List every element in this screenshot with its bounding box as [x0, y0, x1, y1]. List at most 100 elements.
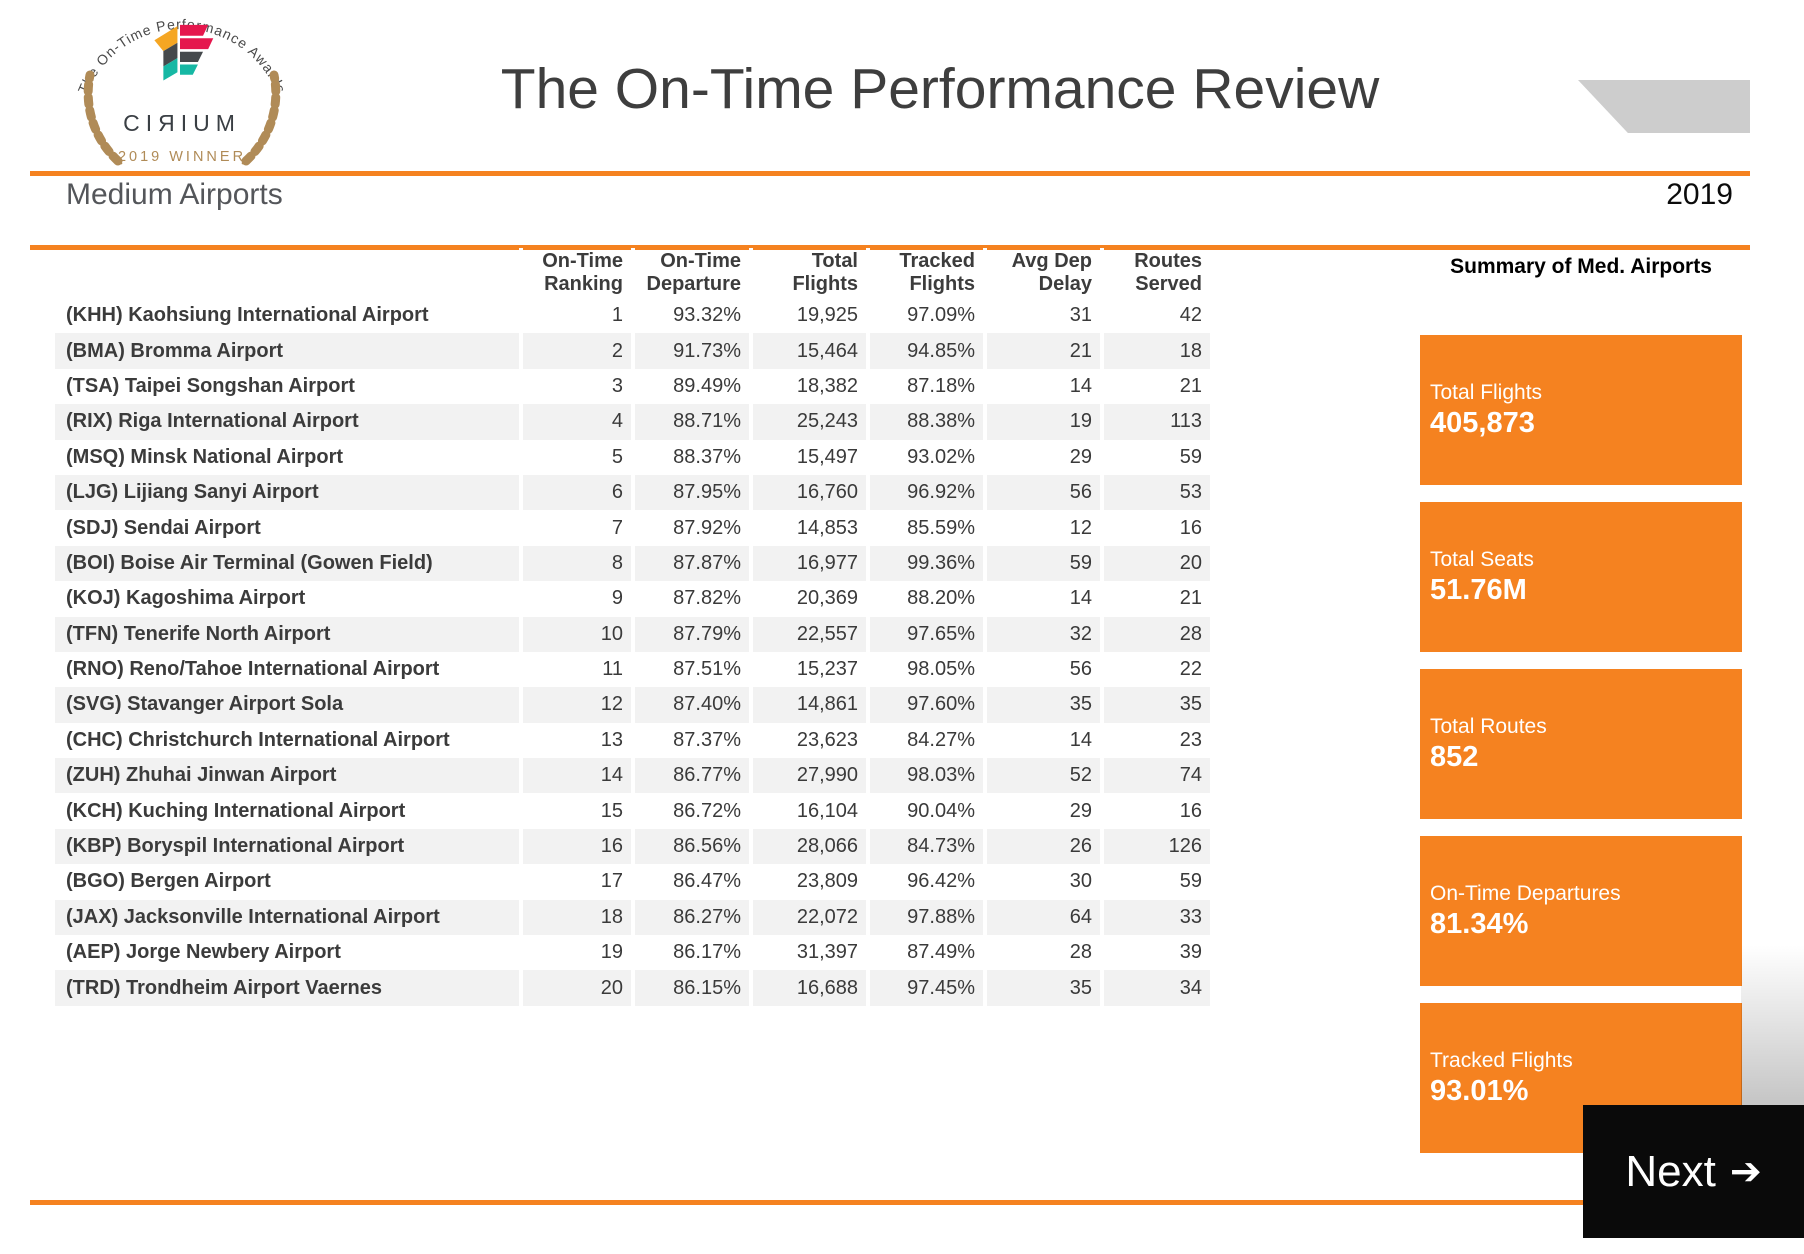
- tracked-flights-cell: 96.92%: [866, 474, 983, 511]
- ranking-cell: 5: [519, 439, 631, 475]
- ranking-cell: 13: [519, 722, 631, 759]
- summary-card-label: Total Seats: [1430, 547, 1534, 571]
- header-avg-dep-delay: Avg Dep Delay: [983, 248, 1100, 298]
- total-flights-cell: 15,237: [749, 651, 866, 688]
- airport-name-cell: (KOJ) Kagoshima Airport: [66, 587, 306, 610]
- airport-name-cell: (TSA) Taipei Songshan Airport: [66, 374, 355, 397]
- ranking-cell: 7: [519, 510, 631, 546]
- next-button-label: Next: [1625, 1146, 1716, 1196]
- total-flights-cell: 20,369: [749, 581, 866, 617]
- departure-cell: 87.95%: [631, 474, 749, 511]
- total-flights-cell: 16,977: [749, 545, 866, 582]
- airport-name-cell: (KBP) Boryspil International Airport: [55, 828, 519, 865]
- table-row: (BOI) Boise Air Terminal (Gowen Field) 8 8…: [55, 545, 1210, 582]
- table-row: (CHC) Christchurch International Airport…: [55, 722, 1210, 759]
- ranking-cell: 15: [519, 793, 631, 829]
- airport-name-cell: (BOI) Boise Air Terminal (Gowen Field): [55, 545, 519, 582]
- header-airport: [55, 248, 519, 298]
- departure-cell: 87.40%: [631, 687, 749, 723]
- total-flights-cell: 31,397: [749, 935, 866, 971]
- total-flights-cell: 14,853: [749, 510, 866, 546]
- summary-card-value: 93.01%: [1430, 1074, 1529, 1107]
- avg-dep-delay-cell: 35: [983, 687, 1100, 723]
- airport-name-cell: (BMA) Bromma Airport: [55, 333, 519, 369]
- avg-dep-delay-cell: 19: [983, 404, 1100, 440]
- tracked-flights-cell: 98.05%: [866, 651, 983, 688]
- divider-section: [30, 245, 1750, 250]
- routes-served-cell: 23: [1100, 722, 1210, 759]
- summary-card: Total Flights 405,873: [1420, 335, 1742, 485]
- airport-name-cell: (SDJ) Sendai Airport: [66, 516, 261, 539]
- laurel-wreath-icon: [83, 70, 281, 166]
- tracked-flights-cell: 97.60%: [866, 687, 983, 723]
- tracked-flights-cell: 97.45%: [866, 970, 983, 1006]
- airport-name-cell: (JAX) Jacksonville International Airport: [55, 899, 519, 936]
- summary-card-label: Total Routes: [1430, 714, 1547, 738]
- table-row: (KOJ) Kagoshima Airport 9 87.82% 20,369 88.2…: [55, 581, 1210, 617]
- routes-served-cell: 42: [1100, 298, 1210, 334]
- summary-card-value: 852: [1430, 740, 1479, 773]
- routes-served-cell: 33: [1100, 899, 1210, 936]
- table-row: (KHH) Kaohsiung International Airport 1 93…: [55, 298, 1210, 334]
- departure-cell: 86.72%: [631, 793, 749, 829]
- avg-dep-delay-cell: 14: [983, 368, 1100, 405]
- summary-cards: Total Flights 405,873 Total Seats 51.76M Tot…: [1420, 335, 1742, 1153]
- departure-cell: 87.79%: [631, 616, 749, 652]
- departure-cell: 86.17%: [631, 935, 749, 971]
- ranking-cell: 10: [519, 616, 631, 652]
- divider-top: [30, 171, 1750, 176]
- departure-cell: 89.49%: [631, 368, 749, 405]
- total-flights-cell: 19,925: [749, 298, 866, 334]
- tracked-flights-cell: 97.09%: [866, 298, 983, 334]
- cirium-award-badge: The On-Time Performance Awards CIЯIUM 20…: [75, 16, 288, 166]
- ranking-cell: 3: [519, 368, 631, 405]
- tracked-flights-cell: 87.18%: [866, 368, 983, 405]
- departure-cell: 87.37%: [631, 722, 749, 759]
- airport-name-cell: (BGO) Bergen Airport: [66, 870, 271, 893]
- routes-served-cell: 74: [1100, 758, 1210, 794]
- table-row: (ZUH) Zhuhai Jinwan Airport 14 86.77% 27,99…: [55, 758, 1210, 794]
- total-flights-cell: 14,861: [749, 687, 866, 723]
- total-flights-cell: 16,104: [749, 793, 866, 829]
- departure-cell: 87.82%: [631, 581, 749, 617]
- tracked-flights-cell: 88.20%: [866, 581, 983, 617]
- routes-served-cell: 53: [1100, 474, 1210, 511]
- routes-served-cell: 16: [1100, 793, 1210, 829]
- page-title: The On-Time Performance Review: [500, 57, 1380, 121]
- departure-cell: 88.37%: [631, 439, 749, 475]
- routes-served-cell: 34: [1100, 970, 1210, 1006]
- departure-cell: 86.47%: [631, 864, 749, 900]
- total-flights-cell: 22,072: [749, 899, 866, 936]
- routes-served-cell: 18: [1100, 333, 1210, 369]
- departure-cell: 86.27%: [631, 899, 749, 936]
- airports-table: On-Time Ranking On-Time Departure Total …: [55, 248, 1210, 1006]
- ranking-cell: 9: [519, 581, 631, 617]
- avg-dep-delay-cell: 64: [983, 899, 1100, 936]
- summary-card-label: On-Time Departures: [1430, 881, 1621, 905]
- header-on-time-ranking: On-Time Ranking: [519, 248, 631, 298]
- avg-dep-delay-cell: 56: [983, 651, 1100, 688]
- header-total-flights: Total Flights: [749, 248, 866, 298]
- cirium-mark-icon: [154, 24, 214, 81]
- departure-cell: 87.51%: [631, 651, 749, 688]
- avg-dep-delay-cell: 30: [983, 864, 1100, 900]
- header-on-time-departure: On-Time Departure: [631, 248, 749, 298]
- table-row: (JAX) Jacksonville International Airport…: [55, 899, 1210, 936]
- total-flights-cell: 15,497: [749, 439, 866, 475]
- airport-name-cell: (KCH) Kuching International Airport: [66, 799, 406, 822]
- table-body: (KHH) Kaohsiung International Airport 1 9 3…: [55, 298, 1210, 1006]
- airport-name-cell: (KHH) Kaohsiung International Airport: [66, 304, 429, 327]
- departure-cell: 87.87%: [631, 545, 749, 582]
- table-row: (BGO) Bergen Airport 17 86.47% 23,809 96.42%…: [55, 864, 1210, 900]
- routes-served-cell: 16: [1100, 510, 1210, 546]
- airport-name-cell: (LJG) Lijiang Sanyi Airport: [55, 474, 519, 511]
- badge-winner-text: 2019 WINNER: [118, 149, 246, 165]
- avg-dep-delay-cell: 29: [983, 439, 1100, 475]
- ranking-cell: 6: [519, 474, 631, 511]
- departure-cell: 86.56%: [631, 828, 749, 865]
- summary-card: Total Routes 852: [1420, 669, 1742, 819]
- table-row: (RIX) Riga International Airport 4 88.71% 2…: [55, 404, 1210, 440]
- arrow-right-icon: ➔: [1729, 1151, 1762, 1193]
- avg-dep-delay-cell: 12: [983, 510, 1100, 546]
- next-button[interactable]: Next ➔: [1583, 1105, 1804, 1238]
